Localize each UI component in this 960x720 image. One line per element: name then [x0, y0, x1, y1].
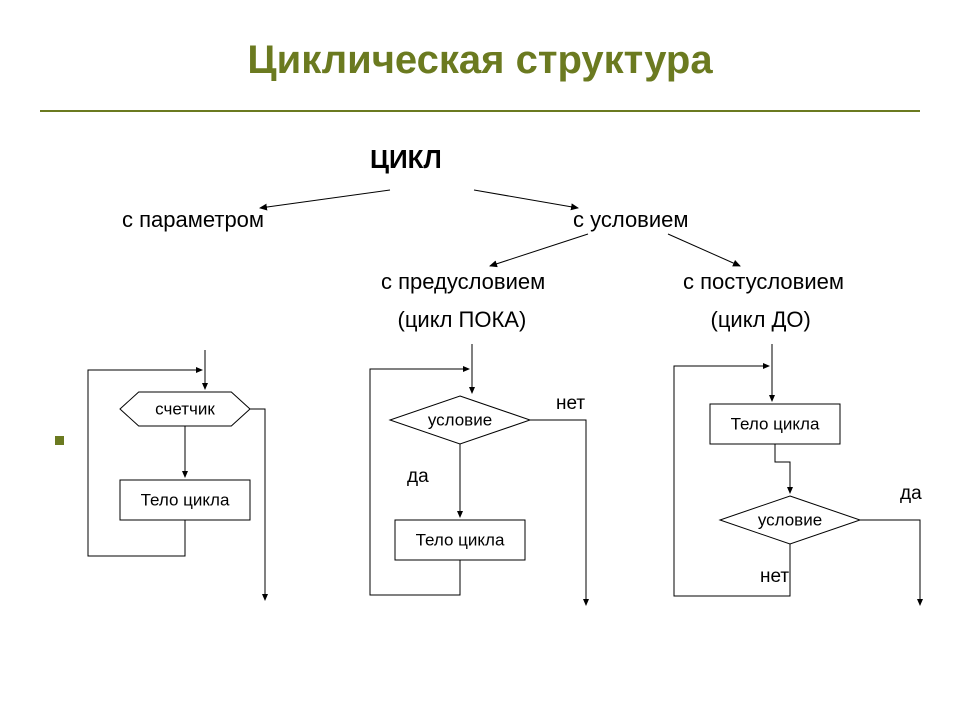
post-body-label: Тело цикла [731, 414, 820, 433]
tree-arrow [490, 234, 588, 266]
pre-body-label: Тело цикла [416, 530, 505, 549]
tree-arrow [668, 234, 740, 266]
diagram-canvas: счетчик Тело цикла условие Тело цикла Тело… [0, 0, 960, 720]
tree-arrow [260, 190, 390, 208]
param-hex-label: счетчик [155, 399, 215, 418]
pre-cond-label: условие [428, 410, 492, 429]
param-body-label: Тело цикла [141, 490, 230, 509]
post-cond-label: условие [758, 510, 822, 529]
tree-arrow [474, 190, 578, 208]
